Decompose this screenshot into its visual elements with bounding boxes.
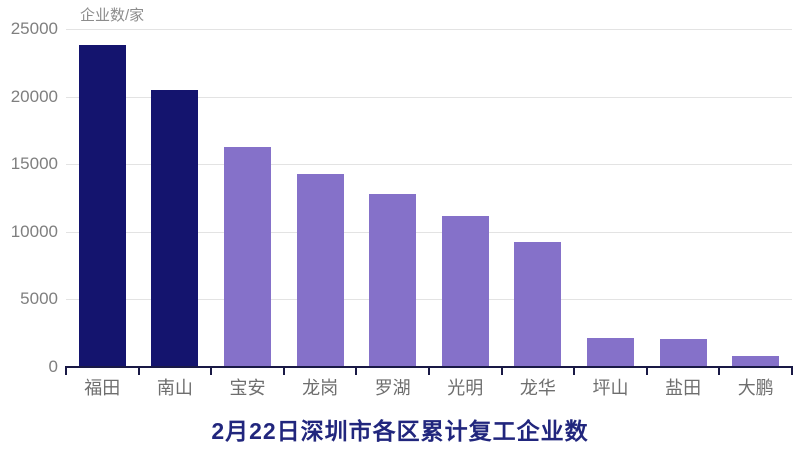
x-axis-category-label: 南山 xyxy=(156,378,193,398)
chart-title: 2月22日深圳市各区累计复工企业数 xyxy=(211,418,589,444)
bar-龙华 xyxy=(514,241,562,367)
bar-福田 xyxy=(78,45,126,367)
x-axis-category-label: 大鹏 xyxy=(737,378,774,398)
x-axis-category-label: 盐田 xyxy=(665,378,702,398)
y-axis-tick-label: 0 xyxy=(48,357,58,376)
y-axis-unit-label: 企业数/家 xyxy=(80,7,145,24)
gridline xyxy=(66,299,792,301)
x-axis-tick xyxy=(573,368,576,375)
x-axis-category-label: 光明 xyxy=(447,378,484,398)
y-axis-tick-label: 20000 xyxy=(10,86,58,106)
x-axis-line xyxy=(65,366,793,368)
bar-罗湖 xyxy=(369,193,417,367)
x-axis-tick xyxy=(210,368,213,375)
bar-光明 xyxy=(441,215,489,367)
x-axis-category-label: 龙岗 xyxy=(302,378,339,398)
x-axis-category-label: 罗湖 xyxy=(374,378,411,398)
y-axis-tick-label: 15000 xyxy=(10,154,58,174)
bar-宝安 xyxy=(224,146,271,367)
x-axis-category-label: 宝安 xyxy=(229,378,266,398)
x-axis-category-label: 福田 xyxy=(84,378,121,398)
x-axis-tick xyxy=(428,368,430,375)
x-axis-tick xyxy=(355,368,358,375)
x-axis-category-label: 龙华 xyxy=(519,378,556,398)
x-axis-tick xyxy=(718,368,721,375)
x-axis-tick xyxy=(282,368,285,375)
x-axis-tick xyxy=(137,368,140,375)
gridline xyxy=(66,231,792,233)
gridline xyxy=(66,29,792,30)
gridline xyxy=(66,164,792,166)
y-axis-tick-label: 10000 xyxy=(10,221,58,241)
bar-龙岗 xyxy=(296,173,344,367)
x-axis-tick xyxy=(645,368,648,375)
y-axis-tick-label: 25000 xyxy=(10,19,58,38)
bar-大鹏 xyxy=(732,355,780,367)
bar-坪山 xyxy=(587,337,634,367)
bar-盐田 xyxy=(659,339,707,367)
x-axis-tick xyxy=(791,368,793,375)
x-axis-category-label: 坪山 xyxy=(592,378,629,398)
y-axis-tick-label: 5000 xyxy=(20,289,58,309)
gridline xyxy=(66,96,792,98)
x-axis-tick xyxy=(65,368,67,375)
x-axis-tick xyxy=(500,368,503,375)
bar-南山 xyxy=(151,89,199,367)
